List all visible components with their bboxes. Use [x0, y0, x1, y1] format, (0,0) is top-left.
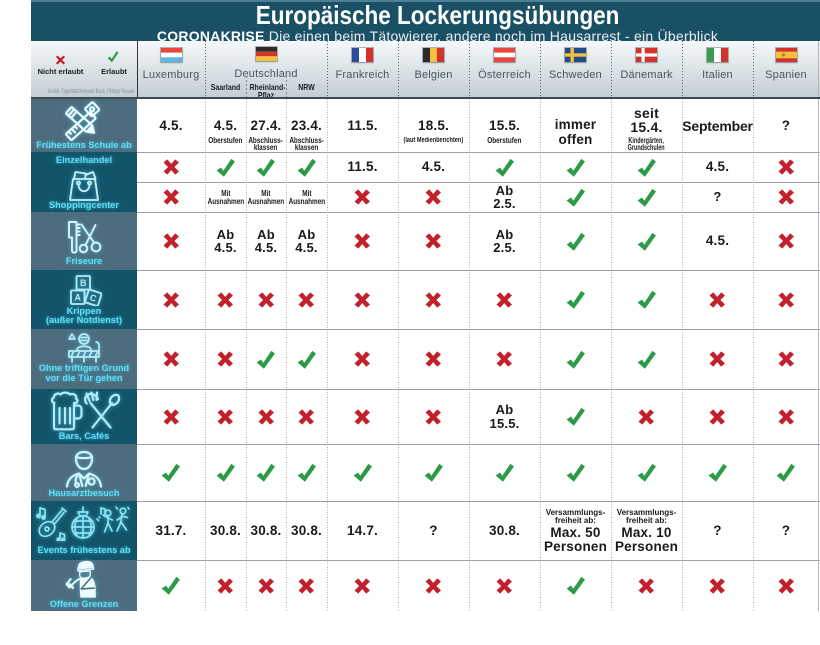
svg-text:B: B	[80, 278, 87, 288]
svg-text:C: C	[89, 292, 99, 304]
svg-text:A: A	[74, 293, 81, 303]
